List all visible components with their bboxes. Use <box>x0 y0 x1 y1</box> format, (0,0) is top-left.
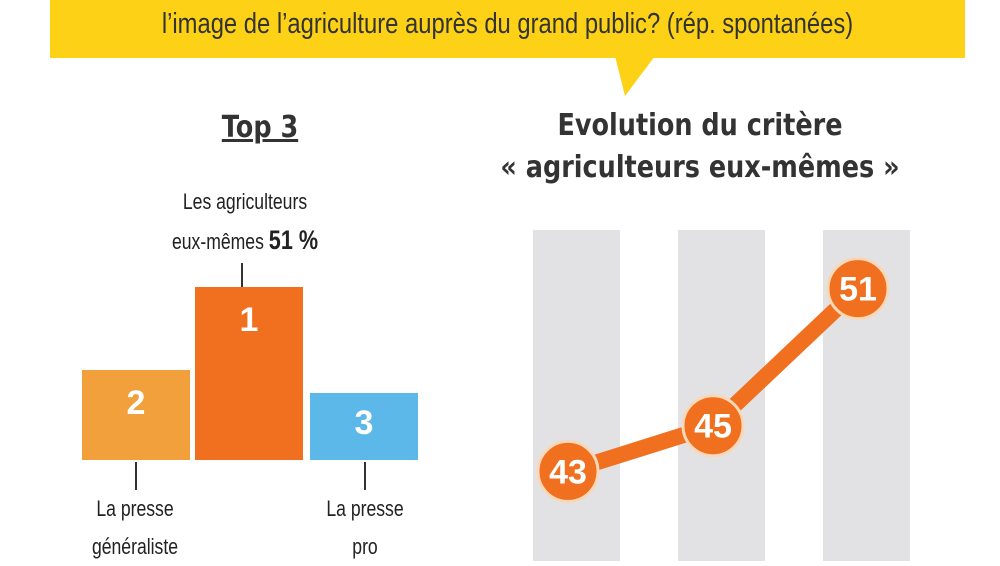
question-text: l’image de l’agriculture auprès du grand… <box>161 8 854 40</box>
rank3-label-line2: pro <box>352 534 378 559</box>
rank2-label-line2: généraliste <box>91 534 179 559</box>
question-banner <box>50 0 965 58</box>
data-label-1: 45 <box>694 408 732 446</box>
data-label-0: 43 <box>549 453 587 491</box>
rank1-label-text: eux-mêmes <box>171 229 264 254</box>
data-point-1 <box>681 394 745 458</box>
rank2-tick <box>135 462 137 490</box>
rank3-label-line1: La presse <box>326 496 404 521</box>
top3-title: Top 3 <box>221 110 299 145</box>
bar-rank3: 3 <box>310 393 418 460</box>
rank1-label-line1: Les agriculteurs <box>182 189 308 214</box>
bar-rank1: 1 <box>195 287 303 460</box>
data-point-0 <box>536 439 600 503</box>
rank1-tick <box>241 263 243 287</box>
speech-pointer <box>615 56 655 96</box>
evolution-title-line2: « agriculteurs eux-mêmes » <box>500 150 900 185</box>
rank1-label-line2: eux-mêmes 51 % <box>153 221 337 261</box>
bar-rank2: 2 <box>82 370 190 460</box>
rank1-value: 51 % <box>268 225 319 255</box>
rank3-tick <box>364 462 366 490</box>
data-label-2: 51 <box>839 271 877 309</box>
evolution-title-line1: Evolution du critère <box>557 108 843 143</box>
rank2-label-line1: La presse <box>96 496 174 521</box>
data-point-2 <box>826 257 890 321</box>
column-0 <box>533 230 620 561</box>
